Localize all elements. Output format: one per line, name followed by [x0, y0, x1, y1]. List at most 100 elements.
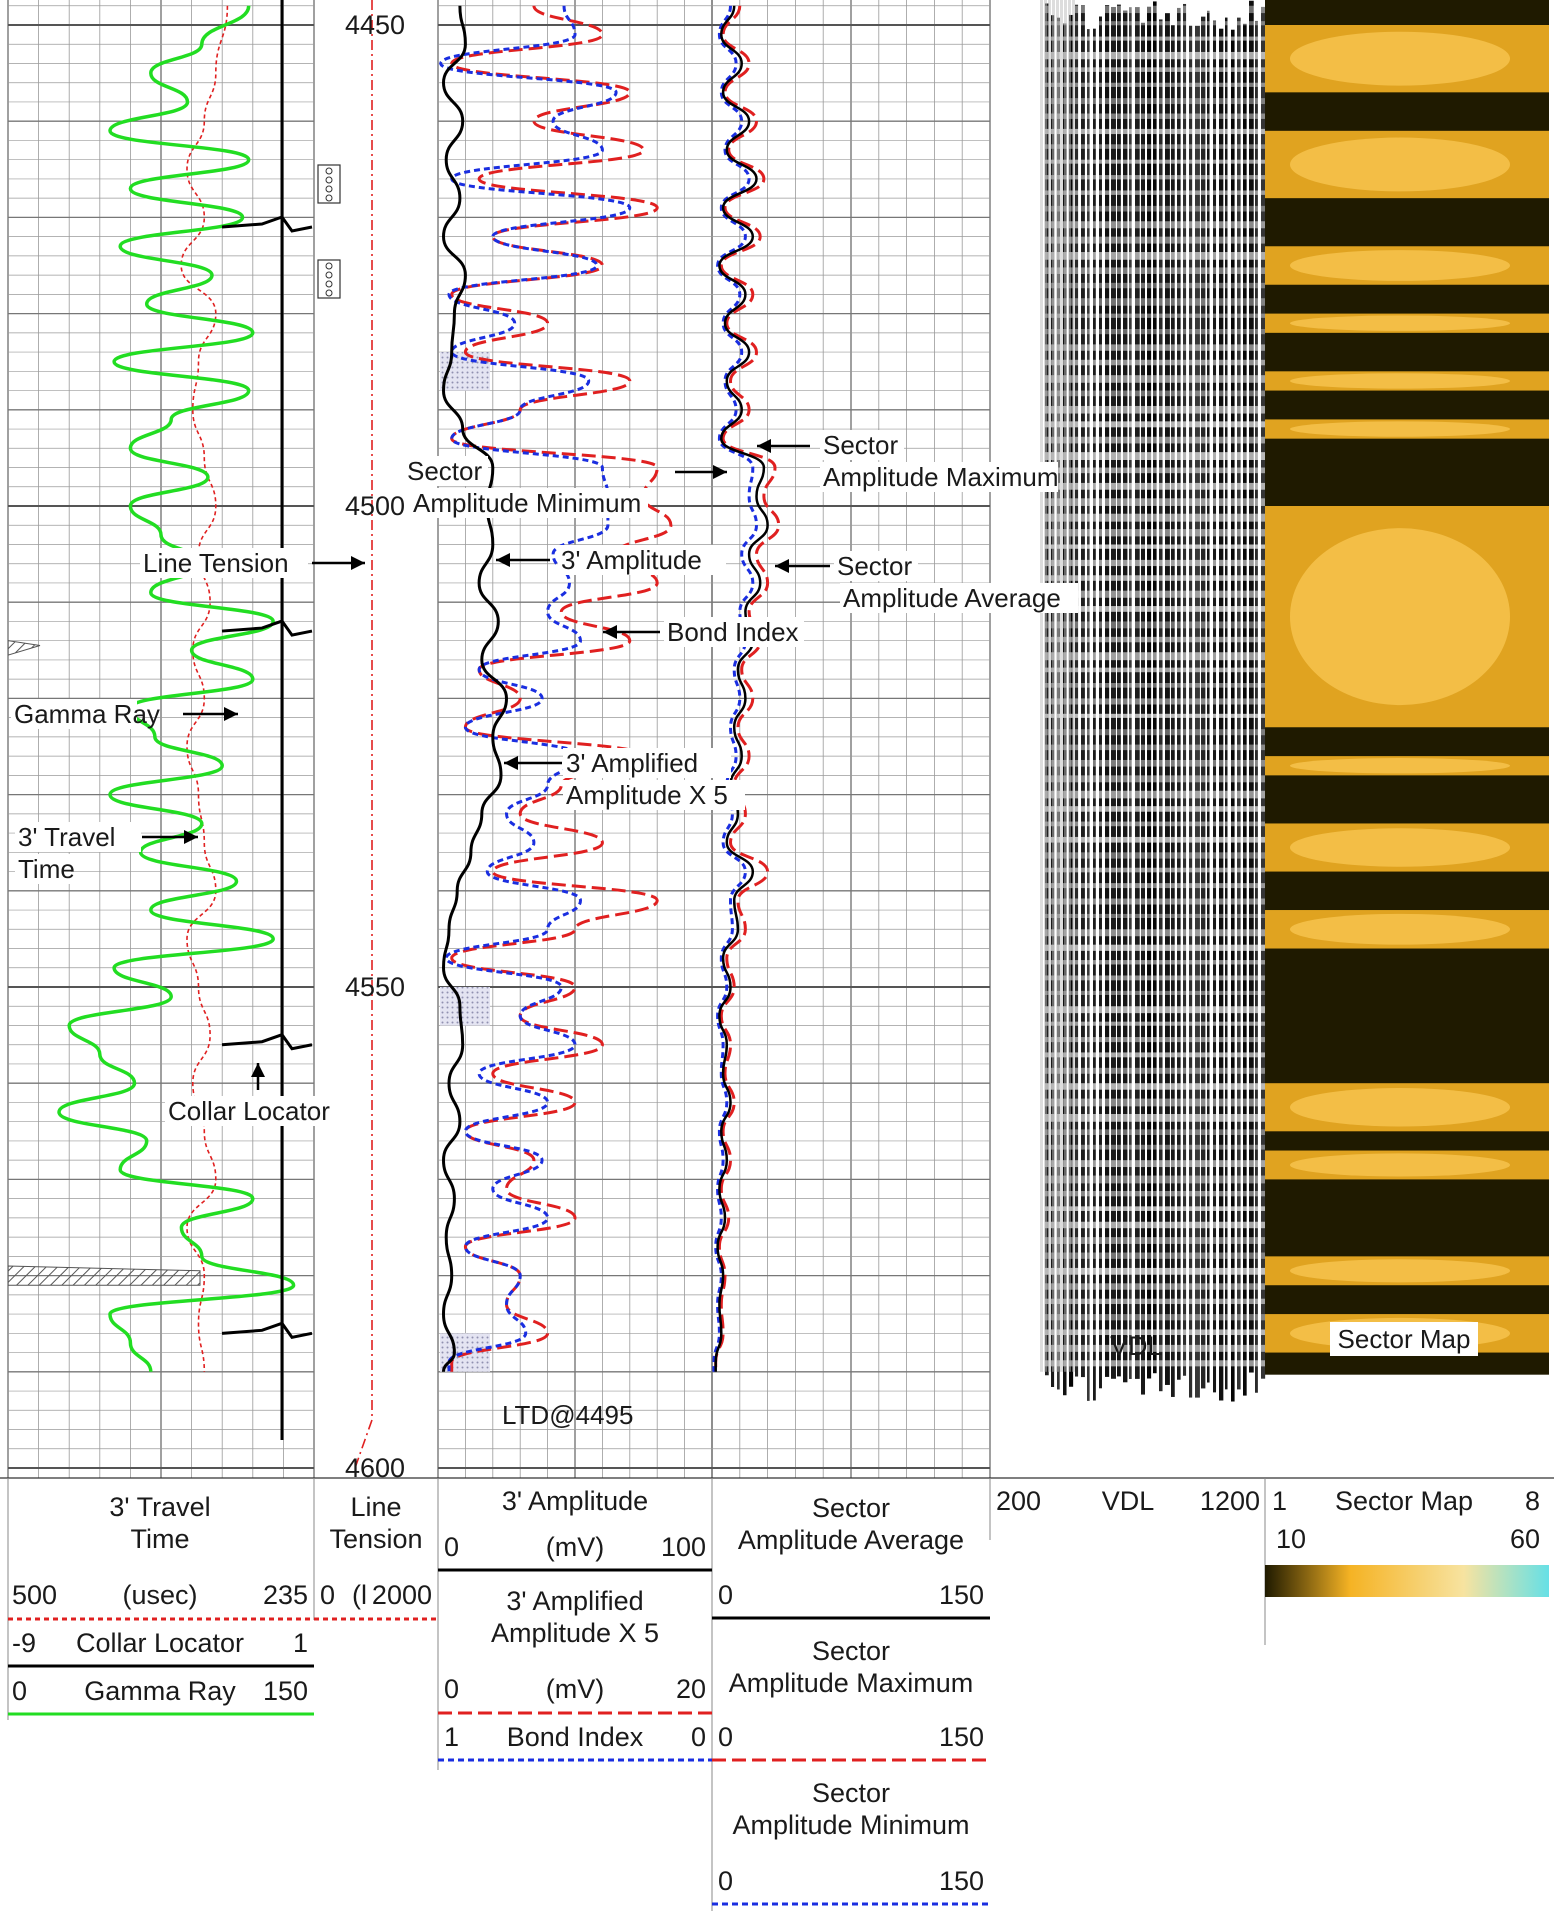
vdl-edge — [1056, 0, 1059, 1372]
vdl-band — [1040, 1129, 1265, 1136]
hdr-tension-name-2: Tension — [329, 1524, 422, 1554]
gamma-ray-annotation: Gamma Ray — [14, 699, 160, 729]
vdl-band — [1040, 21, 1265, 26]
vdl-band — [1040, 1021, 1265, 1026]
vdl-band — [1040, 98, 1265, 105]
track2-curves — [439, 5, 673, 1372]
vdl-band — [1040, 836, 1265, 843]
vdl-band — [1040, 606, 1265, 612]
vdl-stripe — [1153, 1, 1157, 1374]
hdr-collar-max: 1 — [293, 1628, 308, 1658]
sector-avg-arrow-head — [775, 559, 789, 573]
sector-map-highlight — [1290, 31, 1510, 86]
hdr-vdl-max: 1200 — [1200, 1486, 1260, 1516]
vdl-band — [1040, 67, 1265, 72]
sector-avg-annotation-1-bg — [834, 551, 918, 581]
vdl-edge — [1068, 0, 1071, 1372]
vdl-band — [1040, 482, 1265, 490]
collar-locator-annotation: Collar Locator — [168, 1096, 330, 1126]
sector-map-panel: Sector Map — [1265, 0, 1549, 1375]
hdr-collar-name: Collar Locator — [76, 1628, 244, 1658]
hdr-bond-max: 0 — [691, 1722, 706, 1752]
hdr-amplified-max: 20 — [676, 1674, 706, 1704]
collar-spike — [221, 215, 313, 233]
vdl-band — [1040, 852, 1265, 859]
vdl-stripe — [1129, 7, 1132, 1379]
collar-locator-arrow-head — [251, 1063, 265, 1077]
vdl-stripe — [1201, 16, 1206, 1389]
collar-locator-annotation-bg — [165, 1096, 361, 1126]
amplified-arrow-head — [504, 756, 518, 770]
depth-label-4500: 4500 — [345, 491, 405, 521]
sector-map-label: Sector Map — [1338, 1324, 1471, 1354]
vdl-band — [1040, 498, 1265, 506]
hdr-min-name-1: Sector — [812, 1778, 890, 1808]
vdl-band — [1040, 790, 1265, 799]
vdl-stripe — [1069, 14, 1074, 1387]
line-tension-arrow-head — [351, 556, 365, 570]
vdl-band — [1040, 759, 1265, 767]
bond-index-annotation-bg — [664, 617, 804, 647]
vdl-band — [1040, 883, 1265, 889]
sector-map-highlight — [1290, 1088, 1510, 1127]
sector-avg-curve — [714, 5, 769, 1372]
gamma-ray-annotation-bg — [11, 699, 137, 729]
bond-index-annotation: Bond Index — [667, 617, 799, 647]
vdl-stripe — [1261, 6, 1266, 1379]
hdr-amplified-min: 0 — [444, 1674, 459, 1704]
vdl-band — [1040, 344, 1265, 351]
vdl-band — [1040, 821, 1265, 827]
vdl-band — [1040, 452, 1265, 460]
vdl-band — [1040, 929, 1265, 937]
line-tension-track — [317, 0, 373, 1469]
vdl-stripe — [1237, 17, 1241, 1390]
vdl-stripe — [1255, 20, 1258, 1393]
vdl-band — [1040, 1067, 1265, 1074]
vdl-band — [1040, 113, 1265, 119]
vdl-band — [1040, 128, 1265, 135]
hdr-min-min: 0 — [718, 1866, 733, 1896]
amplified-annotation-1: 3' Amplified — [566, 748, 698, 778]
sector-map-highlight — [1290, 421, 1510, 437]
sector-map-highlight — [1290, 373, 1510, 389]
vdl-band — [1040, 898, 1265, 905]
vdl-band — [1040, 575, 1265, 581]
vdl-band — [1040, 405, 1265, 414]
hdr-map-max2: 60 — [1510, 1524, 1540, 1554]
vdl-band — [1040, 529, 1265, 537]
tool-icon-dot — [325, 194, 333, 202]
hdr-min-name-2: Amplitude Minimum — [732, 1810, 969, 1840]
hdr-tension-mid: (l — [352, 1580, 367, 1610]
sector-map-highlight — [1290, 1259, 1510, 1283]
vdl-stripe — [1249, 0, 1254, 1373]
sector-max-curve — [714, 5, 781, 1372]
vdl-band — [1040, 1329, 1265, 1336]
vdl-band — [1040, 175, 1265, 180]
vdl-band — [1040, 990, 1265, 995]
vdl-stripe — [1147, 6, 1152, 1379]
line-tension-curve — [354, 0, 373, 1469]
vdl-stripe — [1141, 22, 1146, 1395]
tool-icon-dot — [325, 289, 333, 297]
vdl-band — [1040, 205, 1265, 212]
vdl-band — [1040, 621, 1265, 629]
sector-max-annotation-1: Sector — [823, 430, 898, 460]
sector-min-annotation-2-bg — [410, 488, 648, 518]
sector-map-highlight — [1290, 137, 1510, 192]
vdl-band — [1040, 806, 1265, 812]
sector-avg-annotation-1: Sector — [837, 551, 912, 581]
vdl-stripe — [1213, 20, 1217, 1393]
vdl-stripe — [1111, 6, 1116, 1379]
hdr-tension-max: 2000 — [372, 1580, 432, 1610]
vdl-label: VDL — [1110, 1331, 1163, 1361]
vdl-edge — [1044, 0, 1047, 1372]
hdr-gamma-min: 0 — [12, 1676, 27, 1706]
vdl-band — [1040, 5, 1265, 14]
gamma-ray-curve — [57, 5, 296, 1373]
vdl-band — [1040, 1098, 1265, 1107]
vdl-band — [1040, 282, 1265, 289]
hdr-travel-time-name-2: Time — [131, 1524, 190, 1554]
sector-min-arrow-head — [713, 465, 727, 479]
hdr-max-max: 150 — [939, 1722, 984, 1752]
